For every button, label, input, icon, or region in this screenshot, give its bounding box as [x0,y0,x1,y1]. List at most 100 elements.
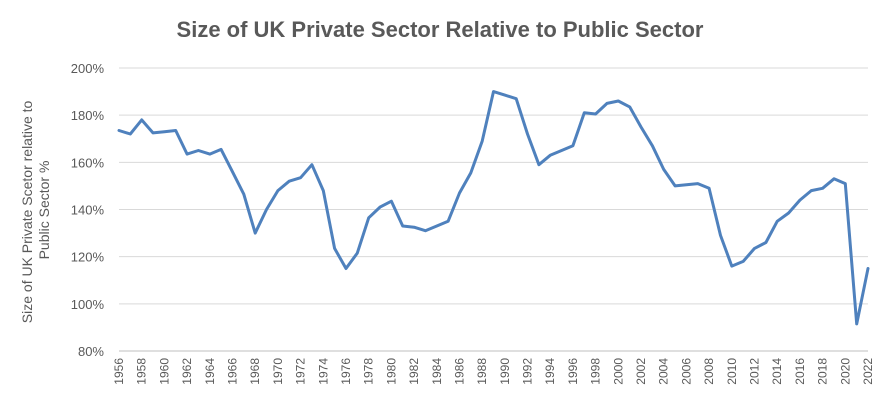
x-tick-label: 1980 [384,358,398,385]
series-line [117,90,870,326]
data-point [288,180,291,183]
x-tick-label: 2018 [816,358,830,385]
data-point [185,152,189,156]
y-tick-label: 180% [71,108,105,123]
x-tick-label: 1976 [339,358,353,385]
data-point [776,220,779,223]
data-point [140,118,143,122]
data-point [798,198,802,202]
x-tick-label: 1962 [180,358,194,385]
chart-title: Size of UK Private Sector Relative to Pu… [177,17,704,42]
data-point [322,189,325,192]
data-point [469,171,472,175]
data-point [617,99,620,103]
data-point [764,241,768,244]
data-point [832,177,836,180]
x-tick-label: 2004 [657,358,671,385]
x-tick-label: 2000 [611,358,625,385]
y-tick-label: 140% [71,203,105,218]
plot-area [117,90,870,326]
data-point [412,226,416,229]
data-point [673,184,677,188]
x-tick-label: 1960 [157,358,171,385]
data-point [651,144,654,147]
y-axis-label: Size of UK Private Scetor relative to Pu… [19,97,52,323]
x-tick-label: 1956 [112,358,126,385]
x-tick-label: 1974 [316,358,330,385]
data-point [639,125,643,129]
data-point [163,130,166,133]
x-tick-label: 1990 [498,358,512,385]
data-point [299,176,302,179]
y-axis-label-line-1: Size of UK Private Scetor relative to [19,100,35,323]
data-point [730,264,733,268]
data-point [571,144,575,147]
data-point [310,163,314,166]
data-point [129,132,132,136]
data-point [696,182,699,185]
x-tick-label: 1970 [271,358,285,385]
data-point [628,105,631,109]
x-tick-label: 1998 [589,358,603,385]
data-point [594,112,597,116]
data-point [458,191,461,195]
x-tick-label: 2002 [634,358,648,385]
x-tick-label: 1988 [475,358,489,385]
data-point [503,93,506,97]
x-tick-label: 2010 [725,358,739,385]
data-point [231,170,234,173]
x-tick-label: 2014 [770,358,784,385]
x-tick-label: 1966 [225,358,239,385]
data-point [855,322,858,326]
data-point [605,102,609,105]
x-axis-ticks: 1956 1958 1960 1962 1964 1966 1968 1970 1972 1974… [112,358,875,385]
data-point [844,182,847,185]
data-point [446,220,450,223]
x-tick-label: 2020 [838,358,852,385]
data-point [810,189,813,192]
data-point [390,200,393,203]
y-tick-label: 100% [71,297,105,312]
data-point [424,229,427,232]
data-point [117,129,121,132]
data-point [174,129,177,132]
data-point [685,183,688,186]
data-point [866,267,870,270]
data-point [151,131,155,135]
data-point [492,90,495,93]
data-point [560,149,563,152]
data-point [787,211,790,215]
data-point [549,154,552,157]
data-point [753,247,756,250]
data-point [265,208,268,211]
data-point [344,267,348,270]
y-tick-label: 80% [78,344,104,359]
x-tick-label: 1982 [407,358,421,385]
data-point [481,139,484,143]
data-point [742,260,745,263]
x-tick-label: 2022 [861,358,875,385]
data-point [821,187,824,190]
x-tick-label: 2012 [748,358,762,385]
data-point [435,224,438,228]
data-point [367,216,370,219]
y-tick-label: 120% [71,250,105,265]
y-tick-label: 160% [71,155,105,170]
x-tick-label: 2008 [702,358,716,385]
data-point [208,152,211,156]
data-point [583,111,586,115]
data-point [378,205,382,209]
data-point [401,224,404,228]
data-point [537,163,541,166]
y-axis-ticks: 80% 100% 120% 140% 160% 180% 200% [71,61,105,359]
gridlines [119,67,868,305]
x-tick-label: 1992 [521,358,535,385]
data-point [219,148,223,151]
data-point [515,97,518,100]
x-tick-label: 1964 [203,358,217,385]
x-tick-label: 1986 [452,358,466,385]
x-tick-label: 2006 [679,358,693,385]
x-tick-label: 1978 [362,358,376,385]
data-point [254,231,257,235]
y-tick-label: 200% [71,61,105,76]
